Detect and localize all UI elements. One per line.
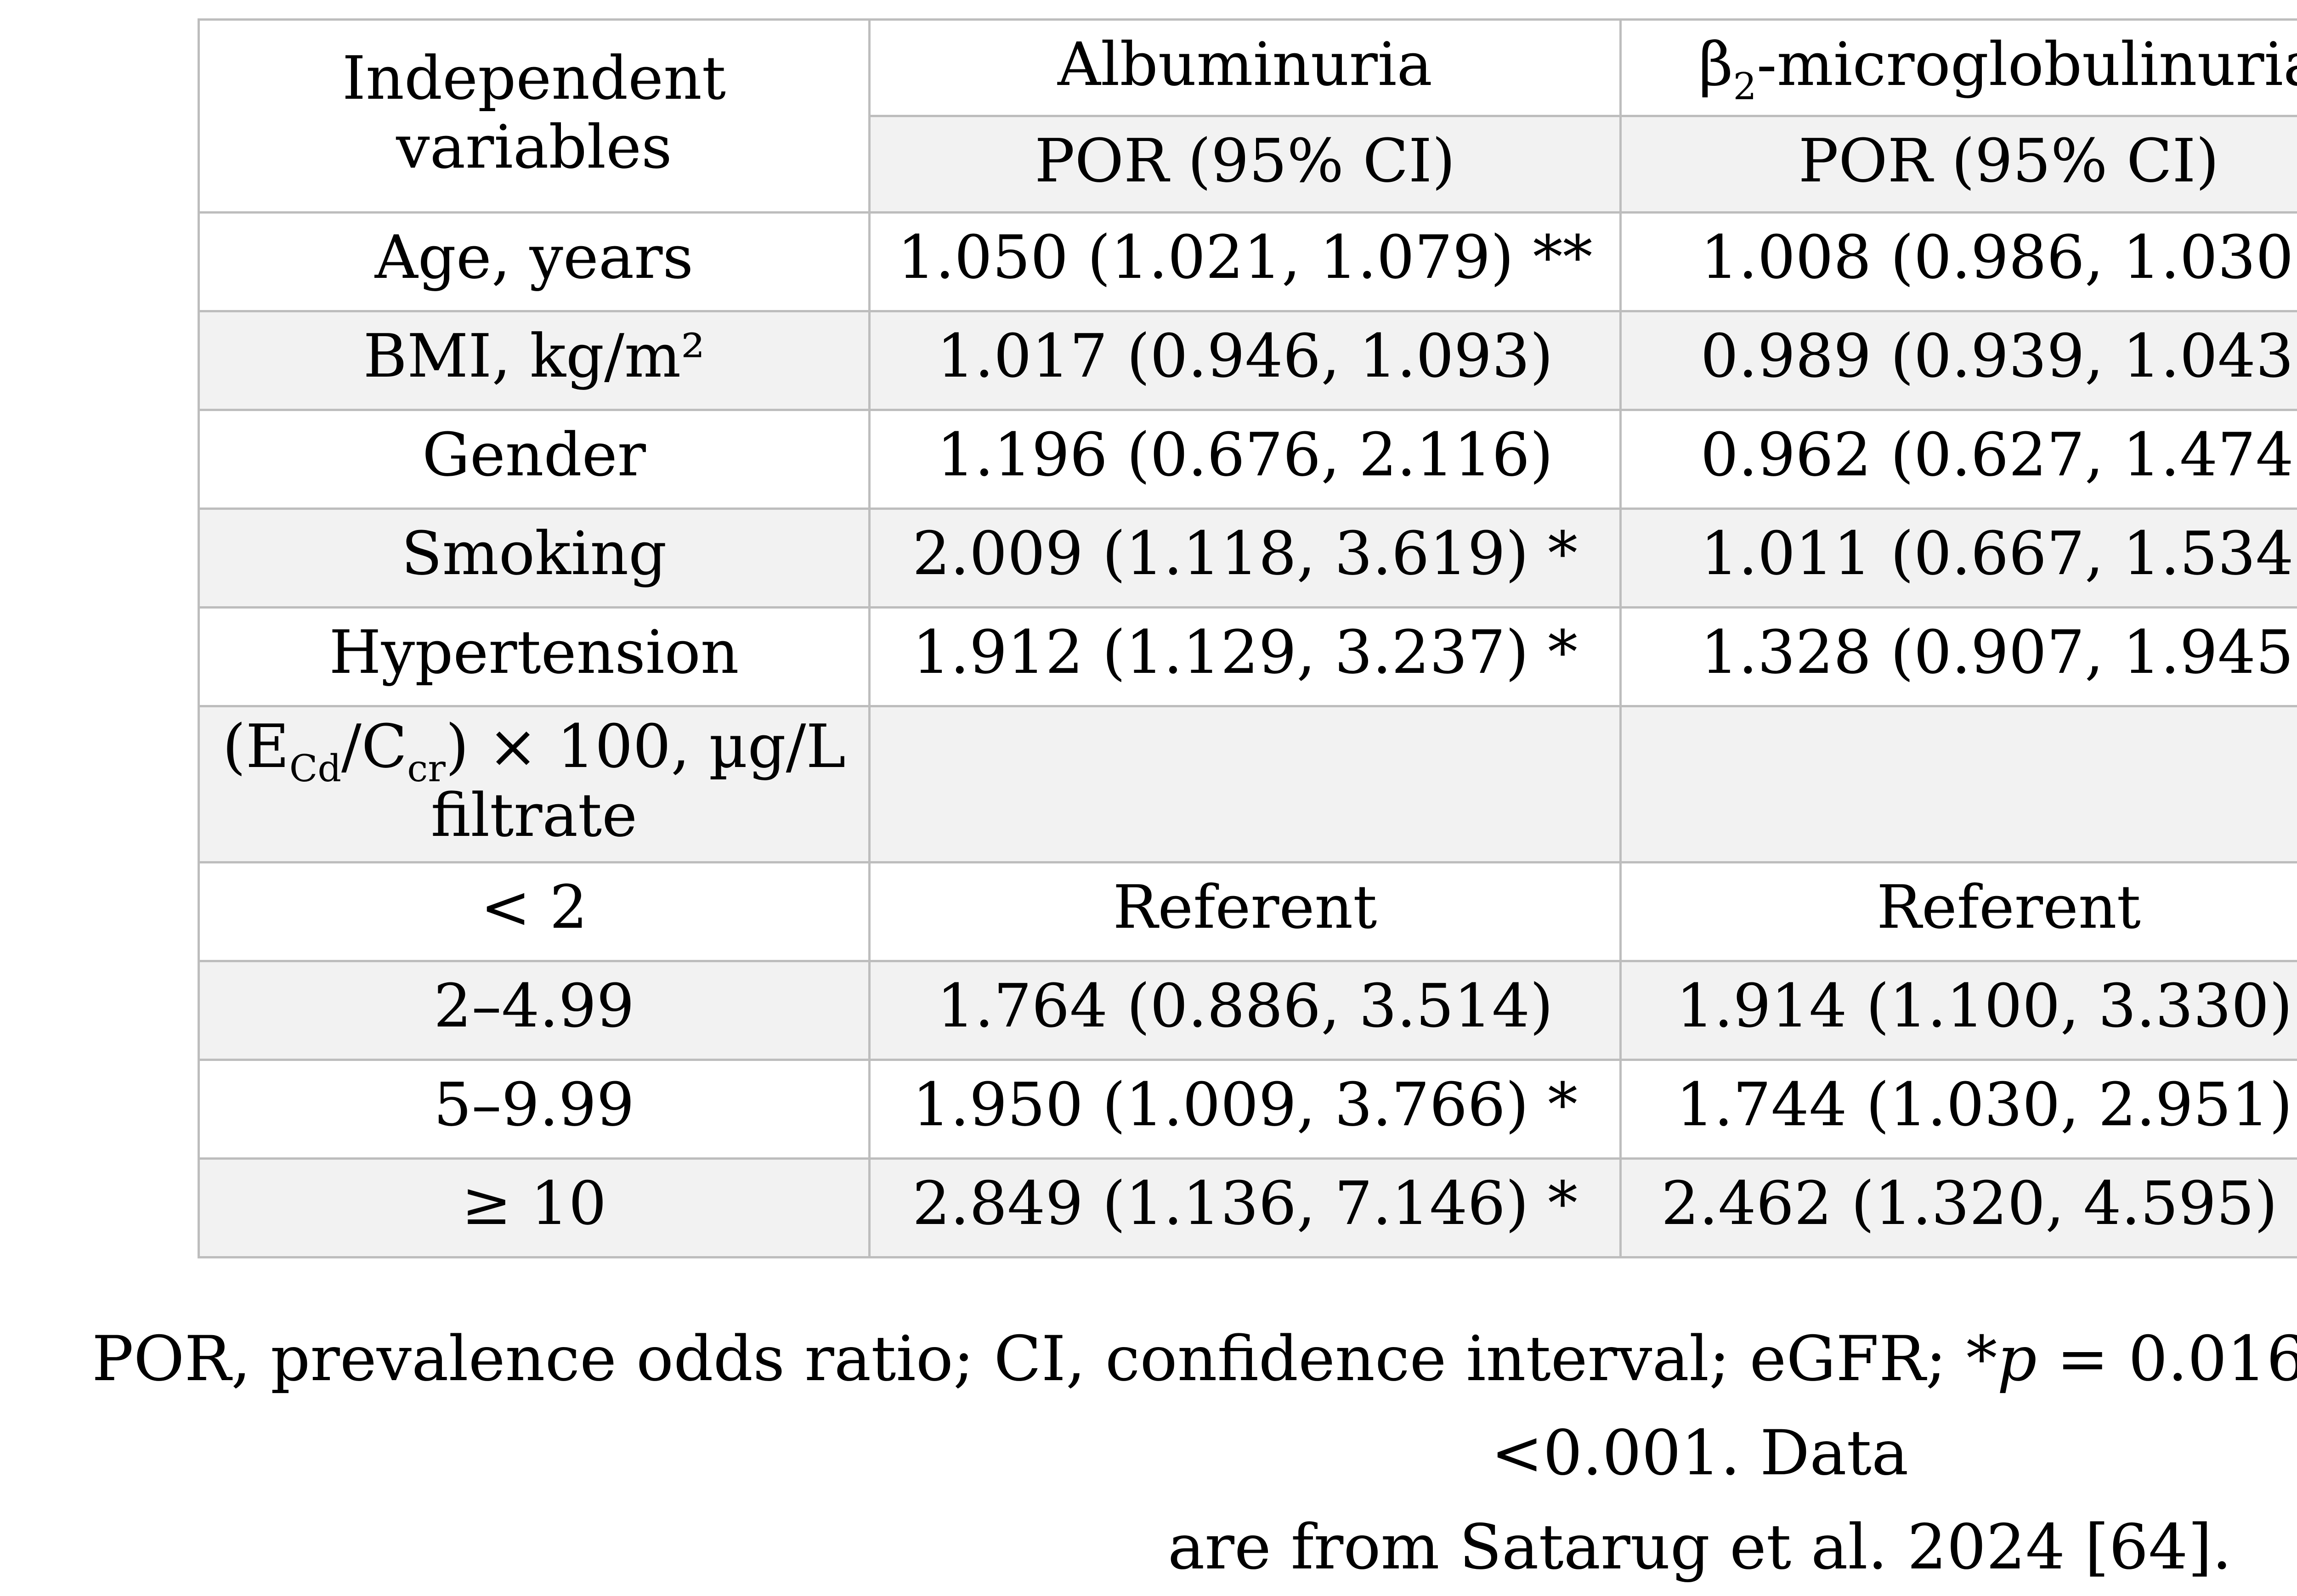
value-cell: 1.744 (1.030, 2.951) * [1621,1060,2297,1159]
table-row-smoking: Smoking 2.009 (1.118, 3.619) * 1.011 (0.… [199,509,2297,608]
table-row-5-9-99: 5–9.99 1.950 (1.009, 3.766) * 1.744 (1.0… [199,1060,2297,1159]
value-cell: 0.989 (0.939, 1.043) [1621,311,2297,410]
value-cell: 1.328 (0.907, 1.945) [1621,608,2297,706]
header-albuminuria: Albuminuria [870,20,1621,116]
subheader-por-ci-b2mg: POR (95% CI) [1621,116,2297,213]
table-footnote: POR, prevalence odds ratio; CI, confiden… [23,1314,2297,1596]
header-independent-line1: Independent [342,45,726,114]
row-label: 2–4.99 [199,961,870,1060]
value-cell: 1.011 (0.667, 1.534) [1621,509,2297,608]
value-cell: 1.764 (0.886, 3.514) [870,961,1621,1060]
value-cell: 1.196 (0.676, 2.116) [870,410,1621,509]
value-cell: 1.950 (1.009, 3.766) * [870,1060,1621,1159]
row-label: Age, years [199,213,870,311]
value-cell: 1.008 (0.986, 1.030) [1621,213,2297,311]
por-regression-table: Independent variables Albuminuria β2-mic… [198,18,2297,1258]
table-row-age: Age, years 1.050 (1.021, 1.079) ** 1.008… [199,213,2297,311]
row-label: < 2 [199,863,870,961]
value-cell: 1.050 (1.021, 1.079) ** [870,213,1621,311]
table-row-2-4-99: 2–4.99 1.764 (0.886, 3.514) 1.914 (1.100… [199,961,2297,1060]
row-label: Hypertension [199,608,870,706]
value-cell: Referent [870,863,1621,961]
table-row-ge10: ≥ 10 2.849 (1.136, 7.146) * 2.462 (1.320… [199,1159,2297,1258]
row-label: 5–9.99 [199,1060,870,1159]
page: Independent variables Albuminuria β2-mic… [0,0,2297,1534]
header-independent-line2: variables [396,114,672,183]
table-row-gender: Gender 1.196 (0.676, 2.116) 0.962 (0.627… [199,410,2297,509]
row-label: BMI, kg/m² [199,311,870,410]
value-cell-empty [870,706,1621,863]
value-cell: 2.009 (1.118, 3.619) * [870,509,1621,608]
row-label: Smoking [199,509,870,608]
value-cell: 0.962 (0.627, 1.474) [1621,410,2297,509]
table-row-hypertension: Hypertension 1.912 (1.129, 3.237) * 1.32… [199,608,2297,706]
value-cell: 1.914 (1.100, 3.330) * [1621,961,2297,1060]
header-b2-microglobulinuria: β2-microglobulinuria [1621,20,2297,116]
value-cell: 2.462 (1.320, 4.595) ** [1621,1159,2297,1258]
value-cell-empty [1621,706,2297,863]
value-cell: 1.017 (0.946, 1.093) [870,311,1621,410]
row-label: (ECd/Ccr) × 100, µg/L filtrate [199,706,870,863]
row-label: Gender [199,410,870,509]
table-row-ecd-ccr: (ECd/Ccr) × 100, µg/L filtrate [199,706,2297,863]
value-cell: 1.912 (1.129, 3.237) * [870,608,1621,706]
subheader-por-ci-albuminuria: POR (95% CI) [870,116,1621,213]
table-row-lt2: < 2 Referent Referent Referent [199,863,2297,961]
value-cell: Referent [1621,863,2297,961]
value-cell: 2.849 (1.136, 7.146) * [870,1159,1621,1258]
row-label: ≥ 10 [199,1159,870,1258]
header-independent-variables: Independent variables [199,20,870,213]
table-row-bmi: BMI, kg/m² 1.017 (0.946, 1.093) 0.989 (0… [199,311,2297,410]
